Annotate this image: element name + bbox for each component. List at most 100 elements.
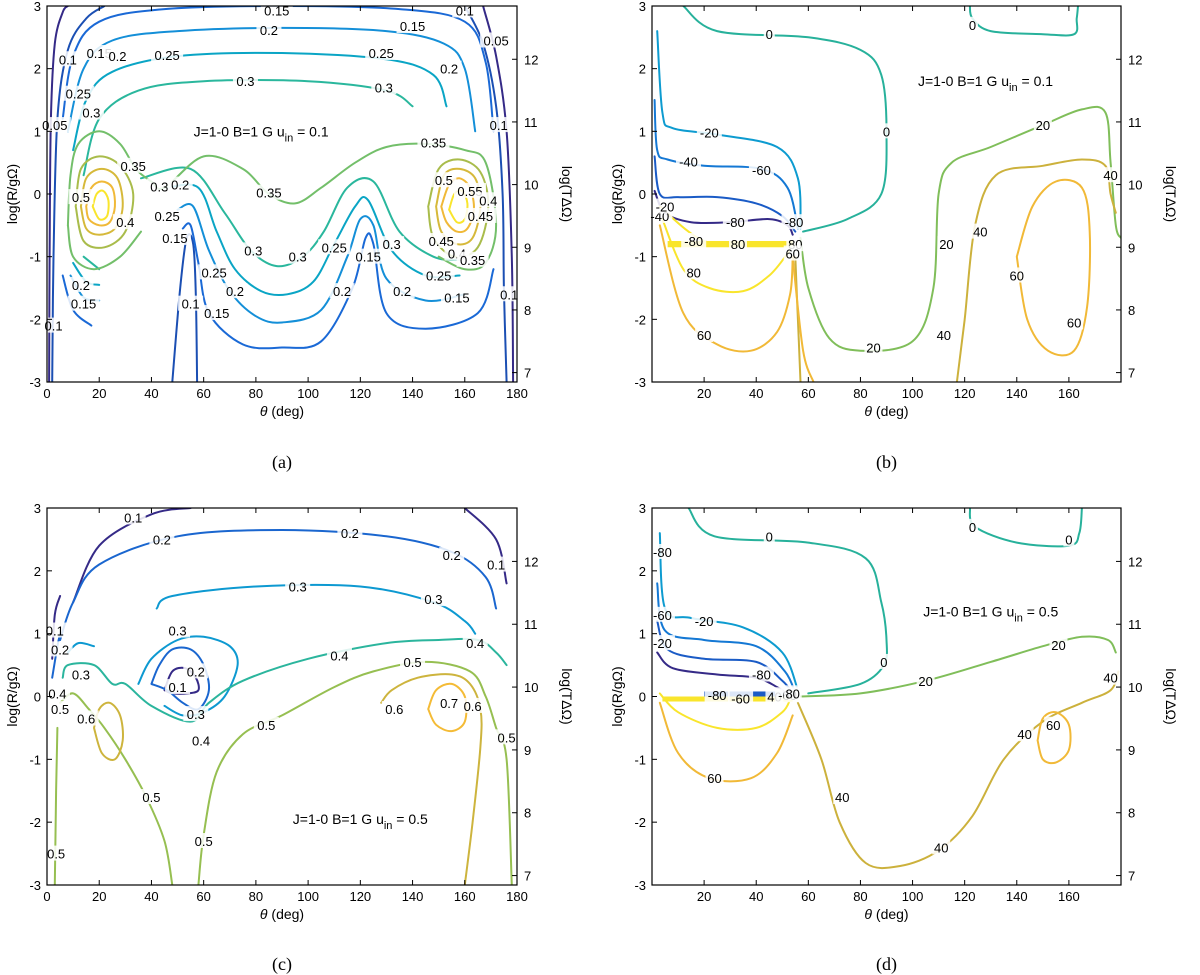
contour-label: 0 (969, 520, 976, 535)
contour-label-bg (73, 710, 99, 726)
contour-label-bg (781, 214, 807, 230)
x-tick-label: 120 (954, 386, 976, 401)
contour-label-bg (188, 732, 214, 748)
contour-label: 20 (939, 237, 953, 252)
y-tick-label: 1 (34, 124, 41, 139)
annotation-prefix: J=1-0 B=1 G u (293, 811, 384, 827)
y2-tick-label: 9 (1128, 240, 1135, 255)
y2-tick-label: 9 (524, 240, 531, 255)
contour-label: 0.05 (42, 118, 67, 133)
y2-tick-label: 8 (524, 303, 531, 318)
plot-area (652, 6, 1121, 382)
contour-label: -60 (653, 608, 672, 623)
contour-label: 0.3 (82, 106, 100, 121)
contour-label: 0.45 (429, 234, 454, 249)
y-tick-label: -1 (634, 250, 646, 265)
y-tick-label: 2 (639, 564, 646, 579)
contour-label-bg (833, 789, 852, 805)
contour-label: 0.4 (479, 193, 497, 208)
y2-axis-label: log(TΔΩ) (559, 166, 575, 222)
contour-label-bg (381, 701, 407, 717)
contour-label: 0.4 (466, 636, 484, 651)
y2-tick-label: 12 (1128, 52, 1142, 67)
contour-line-0p1-0 (72, 508, 192, 604)
contour-label: 0.1 (490, 118, 508, 133)
contour-label: 0.15 (444, 290, 469, 305)
y-tick-label: -2 (634, 815, 646, 830)
contour-label: -20 (700, 126, 719, 141)
x-tick-label: 80 (249, 386, 263, 401)
contour-label: 60 (1067, 315, 1081, 330)
contour-label: 0.5 (257, 718, 275, 733)
y2-tick-label: 12 (524, 554, 538, 569)
annotation-prefix: J=1-0 B=1 G u (194, 123, 285, 139)
annotation-subscript: in (1009, 82, 1018, 94)
contour-label: 0.5 (47, 847, 65, 862)
x-tick-label: 40 (144, 386, 158, 401)
contour-label: -20 (653, 636, 672, 651)
contour-label-bg (337, 525, 363, 541)
contour-label: 0.25 (369, 46, 394, 61)
x-tick-label: 0 (43, 889, 50, 904)
x-tick-label: 160 (454, 386, 476, 401)
contour-label: 0.15 (400, 19, 425, 34)
panel-2: 0.10.2 0.20.20.10.30.30.30.10.20.30.40.50… (4, 501, 575, 975)
contour-label: 0.35 (256, 186, 281, 201)
y2-tick-label: 11 (1128, 115, 1142, 130)
contour-line-20-0 (799, 105, 1121, 352)
contour-label-bg (1015, 726, 1034, 742)
contour-label-bg (222, 283, 248, 299)
contour-label: 0.15 (162, 231, 187, 246)
contour-label-bg (480, 32, 513, 48)
contour-label-bg (494, 729, 520, 745)
contour-label-bg (649, 606, 675, 622)
y2-tick-label: 9 (524, 743, 531, 758)
y-tick-label: 1 (34, 627, 41, 642)
contour-label-bg (400, 653, 426, 669)
x-tick-label: 180 (506, 386, 528, 401)
annotation-suffix: = 0.5 (392, 811, 428, 827)
contour-label: 0.3 (424, 592, 442, 607)
contour-label: 40 (937, 328, 951, 343)
contour-line-0p2-2 (176, 203, 466, 324)
contour-line-80-0 (658, 692, 792, 731)
x-axis-symbol: θ (260, 403, 268, 419)
contour-label-bg (436, 694, 462, 710)
contour-line-0p35-1 (66, 224, 142, 271)
annotation-subscript: in (285, 132, 294, 144)
contour-label-bg (1044, 716, 1063, 732)
contour-label-bg (971, 223, 990, 239)
annotation-suffix: = 0.1 (293, 123, 329, 139)
y-tick-label: 2 (34, 62, 41, 77)
x-axis-label: θ (deg) (864, 906, 908, 922)
contour-label-bg (285, 578, 311, 594)
contour-label-bg (68, 666, 94, 682)
contour-label: 40 (1103, 168, 1117, 183)
contour-line-0-0 (682, 6, 888, 233)
contour-label: 0.6 (385, 702, 403, 717)
y-tick-label: 1 (639, 124, 646, 139)
contour-label: 0.2 (51, 642, 69, 657)
contour-label: 0.35 (460, 253, 485, 268)
contour-label-bg (55, 51, 81, 67)
contour-label-bg (456, 251, 489, 267)
contour-label: 40 (1017, 727, 1031, 742)
contour-label: 0.3 (244, 243, 262, 258)
contour-label: 80 (731, 237, 745, 252)
x-tick-label: 20 (92, 386, 106, 401)
contour-label: 0.2 (108, 49, 126, 64)
annotation-suffix: = 0.5 (1023, 604, 1059, 620)
y-tick-label: 2 (34, 564, 41, 579)
contour-label: 0.2 (333, 284, 351, 299)
contour-label: 0.25 (154, 209, 179, 224)
contour-line-60-1 (791, 255, 815, 382)
contour-label: 0.25 (426, 268, 451, 283)
contour-label-bg (422, 267, 455, 283)
contour-label: 80 (785, 686, 799, 701)
x-tick-label: 60 (801, 386, 815, 401)
contour-label-bg (78, 104, 104, 120)
y2-tick-label: 7 (1128, 366, 1135, 381)
contour-label-bg (138, 789, 164, 805)
contour-label: 40 (934, 840, 948, 855)
